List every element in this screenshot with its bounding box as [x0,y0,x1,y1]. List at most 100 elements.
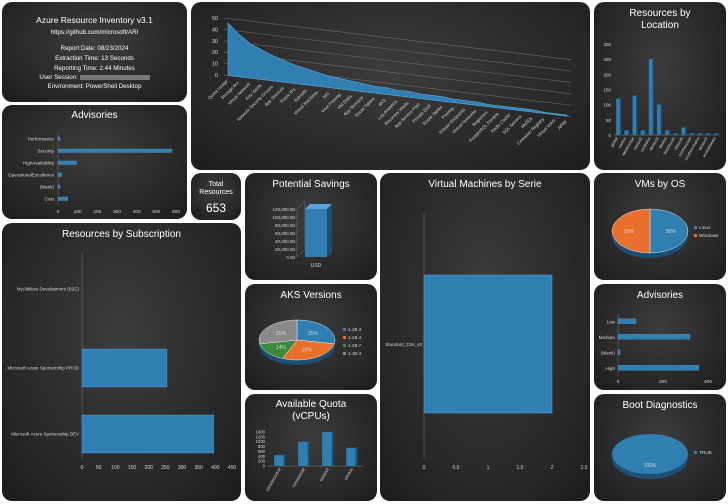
subscription-title: Resources by Subscription [62,229,181,240]
y-tick-label: 0 [263,464,266,469]
bar-side [701,132,703,134]
x-tick-label: 2.5 [581,465,588,471]
bar [705,133,710,135]
y-tick-label: 10 [212,62,218,68]
bar [697,133,702,135]
environment: Environment: PowerShell Desktop [47,83,142,90]
aks-chart: 25% 1.28.3 25% 1.28.4 14% 1.29.7 25% 1.30.3 [258,319,362,365]
bar [57,136,61,141]
location-title-2: Location [641,20,679,31]
x-tick-label: uksouth [673,136,684,151]
x-tick-label: 200 [93,209,101,215]
y-tick-label: 60,000.00 [275,231,296,236]
x-tick-label: AKS [377,98,387,108]
savings-panel: Potential Savings 120,000.00 100,000.00 80… [245,173,377,280]
bar [57,196,68,201]
bar-side [652,58,655,134]
bar [714,133,718,135]
legend-swatch [343,352,346,355]
x-tick-label: 350 [194,465,203,471]
vms-os-panel: VMs by OS 50% Linux 50% Windows [594,173,726,280]
bar [640,130,645,135]
boot-chart: 100% TRUE [612,434,712,479]
side-wall [296,200,306,258]
x-tick-label: 0.5 [453,465,460,471]
y-tick-label: 800 [258,444,266,449]
quota-panel: Available Quota (vCPUs) 1400 1200 1000 800 6… [245,394,377,501]
gridline [223,29,572,72]
bar [617,349,621,355]
user-session-label: User Session: [39,74,80,81]
y-tick-label: 200 [603,72,611,77]
total-panel: Total Resources 653 [191,173,241,220]
gridline [296,208,306,218]
redacted-user [79,74,150,80]
pie-data-label: 25% [308,331,319,337]
legend-label: Linux [699,225,711,231]
legend-label: 1.28.3 [348,327,362,333]
total-title-1: Total [208,181,224,188]
bar [57,184,61,189]
bar [617,318,637,324]
advisories-impact-title: Advisories [636,290,684,301]
y-tick-label: 300 [603,42,611,47]
bar [657,104,661,135]
report-url[interactable]: https://github.com/microsoft/ARI [50,29,139,36]
advisories-impact-panel: Advisories 0 200 400 Low Medium (blank) High [594,284,726,390]
y-tick-label: 30 [212,39,218,45]
bar [305,209,327,257]
bar [298,441,308,466]
advisories-panel: Advisories 0 100 200 300 400 500 600 Performanc… [2,105,187,219]
pie-data-label: 25% [276,331,287,337]
boot-title: Boot Diagnostics [622,400,698,411]
y-tick-label: 100 [603,103,611,108]
report-date: Report Date: 08/23/2024 [60,45,129,52]
bar [632,95,637,135]
x-tick-label: NIC [322,91,331,100]
y-tick-label: (blank) [601,350,616,355]
pie-data-label: 50% [624,229,635,235]
bar-side [331,431,334,465]
bar [57,172,63,177]
bar-side [355,446,358,465]
x-tick-label: 50 [96,465,102,471]
vm-serie-title: Virtual Machines by Serie [428,179,542,190]
y-tick-label: 50 [606,118,612,123]
bar-top [305,204,332,209]
bar-side [644,129,646,134]
gridline [296,240,306,250]
legend-swatch [343,336,346,339]
y-tick-label: Microsoft Azure Sponsorship PROD [7,366,79,371]
subscription-panel: Resources by Subscription 0 50 100 150 200 25… [2,223,241,501]
total-value: 653 [205,201,227,215]
x-tick-label: westus [343,467,354,481]
vm-serie-chart: 0 0.5 1 1.5 2 2.5 Standard_D2s_v3 [385,213,588,471]
legend-swatch [694,451,697,454]
y-tick-label: Performance [28,137,55,142]
location-panel: Resources by Location 300 250 200 150 100 50 0… [594,2,726,170]
legend-label: TRUE [699,450,712,456]
legend-swatch [343,328,346,331]
gridline [223,40,572,83]
y-tick-label: OperationalExcellence [8,173,54,178]
x-tick-label: 300 [178,465,187,471]
bar [423,274,553,414]
y-tick-label: 120,000.00 [272,207,295,212]
bar [624,130,629,135]
y-tick-label: 0.00 [286,255,295,260]
y-tick-label: 40,000.00 [275,239,296,244]
x-tick-label: USD [311,263,322,269]
bar [57,160,77,165]
bar-side [628,129,630,134]
pie-slice [611,208,651,254]
legend-swatch [694,234,697,237]
gridline [223,17,572,60]
quota-title-1: Available Quota [275,399,347,410]
y-tick-label: 400 [258,454,266,459]
info-panel: Azure Resource Inventory v3.1 https://gi… [2,2,187,102]
y-tick-label: Standard_D2s_v3 [385,342,422,347]
savings-chart: 120,000.00 100,000.00 80,000.00 60,000.00 40… [272,200,332,269]
reporting-time: Reporting Time: 2.44 Minutes [54,65,135,72]
y-tick-label: 200 [258,459,266,464]
